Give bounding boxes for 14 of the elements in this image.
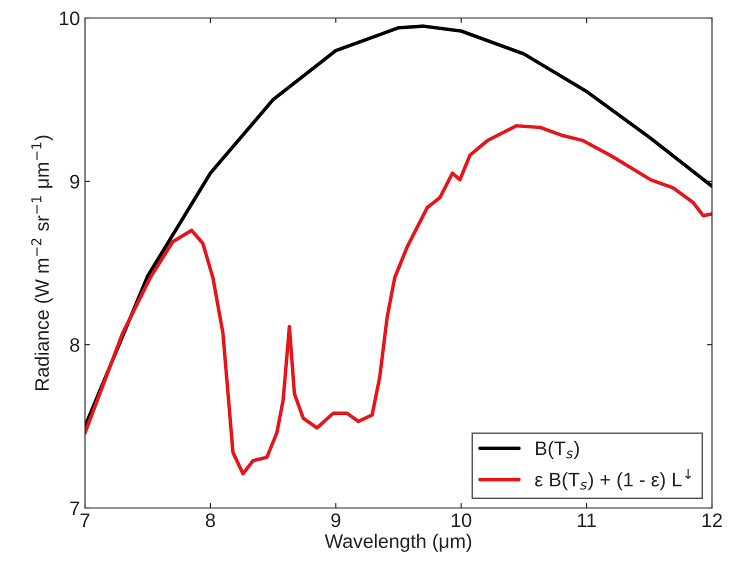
legend-label: B(T$_{s}$): [536, 440, 579, 460]
legend-label: ε B(T$_{s}$) + (1 - ε) L$^{↓}$: [535, 468, 692, 490]
y-tick-label: 7: [70, 502, 80, 516]
x-tick-label: 12: [702, 513, 722, 527]
y-tick-label: 10: [60, 11, 80, 26]
x-tick-label: 8: [206, 513, 215, 528]
y-axis-title: Radiance (W m$^{−2}$ sr$^{−1}$ μm$^{−1}$): [31, 136, 53, 390]
x-axis-title: Wavelength (μm): [324, 534, 472, 552]
x-tick-label: 9: [331, 513, 340, 528]
y-tick-label: 9: [70, 174, 80, 189]
x-tick-label: 7: [80, 514, 90, 527]
y-tick-label: 8: [70, 338, 80, 352]
x-tick-label: 11: [578, 514, 596, 527]
x-tick-label: 10: [452, 513, 472, 528]
